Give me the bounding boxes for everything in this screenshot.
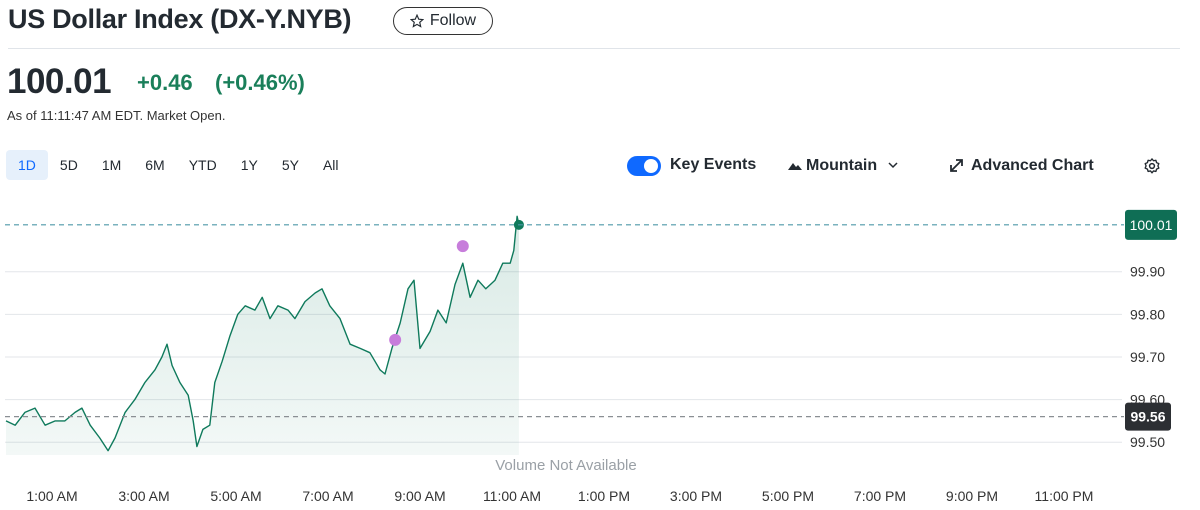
x-tick-label: 11:00 PM [1035,488,1094,504]
page-title: US Dollar Index (DX-Y.NYB) [8,4,352,34]
range-tab[interactable]: 1M [101,157,122,173]
range-tab[interactable]: 5Y [281,157,299,173]
x-tick-label: 7:00 AM [302,488,353,504]
range-tab[interactable]: All [322,157,339,173]
key-event [456,240,469,253]
range-tab[interactable]: 6M [145,157,165,173]
x-tick-label: 5:00 PM [762,488,814,504]
area-fill [6,216,519,455]
volume-note: Volume Not Available [495,457,636,474]
x-tick-label: 5:00 AM [210,488,261,504]
follow-button[interactable]: Follow [393,7,493,35]
range-tabs: 1D 5D 1M 6M YTD 1Y 5Y All [6,150,351,180]
x-tick-label: 11:00 AM [483,488,541,504]
settings-icon[interactable] [1143,157,1161,175]
y-tick-label: 99.70 [1130,349,1165,365]
mountain-icon [788,163,802,170]
x-tick-label: 3:00 PM [670,488,722,504]
star-icon [409,14,424,28]
key-events-label[interactable]: Key Events [670,156,757,173]
x-tick-label: 7:00 PM [854,488,906,504]
y-tick-label: 99.50 [1130,434,1165,450]
x-tick-label: 3:00 AM [118,488,169,504]
advanced-chart-button[interactable]: Advanced Chart [971,157,1094,174]
x-tick-label: 9:00 PM [946,488,998,504]
price: 100.01 [7,62,112,101]
chart-style-button[interactable]: Mountain [806,157,878,174]
price-line [5,215,520,452]
range-tab[interactable]: 5D [59,157,78,173]
y-tick-label: 99.90 [1130,264,1165,280]
x-tick-label: 1:00 AM [26,488,77,504]
range-tab[interactable]: 1Y [240,157,258,173]
follow-label: Follow [429,12,477,29]
separator [8,48,1180,49]
range-tab[interactable]: 1D [6,150,48,180]
x-tick-label: 9:00 AM [394,488,445,504]
current-price-badge [1125,209,1177,240]
range-tab[interactable]: YTD [188,157,217,173]
price-change: +0.46 [137,70,193,95]
key-event [389,333,402,346]
chevron-icon [888,162,898,169]
current-price-label: 100.01 [1130,217,1173,233]
previous-close-label: 99.56 [1130,409,1165,425]
price-change-percent: (+0.46%) [215,70,305,95]
expand-icon [950,159,963,172]
key-events-toggle[interactable] [627,156,661,176]
x-tick-label: 1:00 PM [578,488,630,504]
y-tick-label: 99.80 [1130,306,1165,322]
toggle-knob [644,159,658,173]
previous-close-badge [1125,402,1171,431]
as-of-time: As of 11:11:47 AM EDT. Market Open. [7,108,226,123]
